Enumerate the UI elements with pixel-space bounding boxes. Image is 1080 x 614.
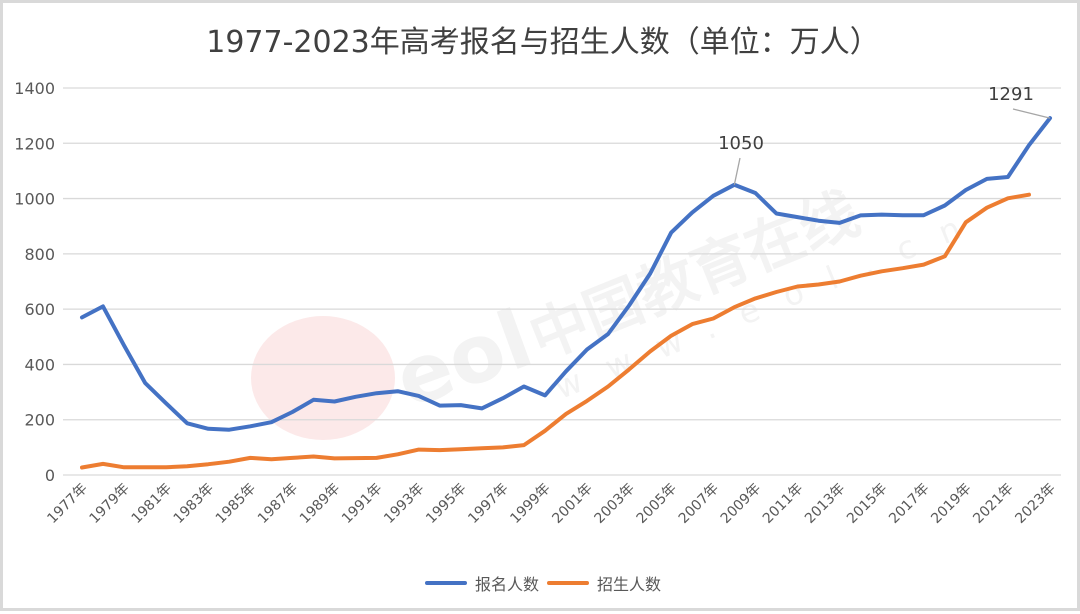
legend-swatch-blue (424, 581, 467, 585)
x-tick-label: 1979年 (87, 481, 133, 527)
data-label: 1050 (718, 133, 764, 154)
y-axis: 0 200 400 600 800 1000 1200 1400 (14, 79, 55, 485)
x-tick-label: 2001年 (549, 481, 595, 527)
series-lines (80, 116, 1052, 470)
y-tick-label: 800 (24, 245, 55, 264)
legend-item-admissions[interactable]: 招生人数 (547, 571, 661, 595)
legend-label: 报名人数 (474, 575, 539, 594)
x-tick-label: 1999年 (507, 481, 553, 527)
x-tick-label: 2011年 (760, 481, 806, 527)
y-tick-label: 1200 (14, 134, 55, 153)
data-label: 1291 (988, 84, 1034, 105)
x-tick-label: 1989年 (297, 481, 343, 527)
x-tick-label: 2021年 (970, 481, 1016, 527)
plot-area: eol 中国教育在线 www.eol.cn 020040060080010001… (14, 79, 1061, 527)
label-leader-line (733, 157, 741, 185)
x-tick-label: 1993年 (381, 481, 427, 527)
y-tick-label: 1400 (14, 79, 55, 98)
legend-label: 招生人数 (597, 575, 662, 594)
x-tick-label: 2023年 (1012, 481, 1058, 527)
y-tick-label: 600 (24, 300, 55, 319)
x-tick-label: 2009年 (718, 481, 764, 527)
x-tick-label: 2017年 (886, 481, 932, 527)
legend: 报名人数 招生人数 (3, 571, 1080, 595)
x-tick-label: 1987年 (255, 481, 301, 527)
chart-title: 1977-2023年高考报名与招生人数（单位：万人） (206, 25, 880, 60)
x-tick-label: 2019年 (928, 481, 974, 527)
y-tick-label: 200 (24, 411, 55, 430)
label-leader-line (1012, 108, 1051, 119)
x-tick-label: 2013年 (802, 481, 848, 527)
x-axis: 1977年1979年1981年1983年1985年1987年1989年1991年… (44, 481, 1058, 527)
x-tick-label: 1977年 (44, 481, 90, 527)
x-tick-label: 2015年 (844, 481, 890, 527)
x-tick-label: 1991年 (339, 481, 385, 527)
eol-logo-icon (251, 316, 395, 440)
y-tick-label: 400 (24, 355, 55, 374)
data-labels: 1050 1291 (718, 84, 1051, 185)
x-tick-label: 2005年 (634, 481, 680, 527)
x-tick-label: 1995年 (423, 481, 469, 527)
x-tick-label: 2007年 (676, 481, 722, 527)
x-tick-label: 1983年 (171, 481, 217, 527)
x-tick-label: 1985年 (213, 481, 259, 527)
x-tick-label: 1981年 (129, 481, 175, 527)
x-tick-label: 1997年 (465, 481, 511, 527)
y-tick-label: 1000 (14, 190, 55, 209)
x-tick-label: 2003年 (592, 481, 638, 527)
legend-swatch-orange (547, 581, 589, 585)
legend-item-registrations[interactable]: 报名人数 (424, 571, 539, 595)
series-line-registrations[interactable] (80, 116, 1052, 432)
y-tick-label: 0 (45, 466, 55, 485)
gridlines (63, 87, 1061, 476)
series-line-admissions[interactable] (80, 192, 1031, 470)
